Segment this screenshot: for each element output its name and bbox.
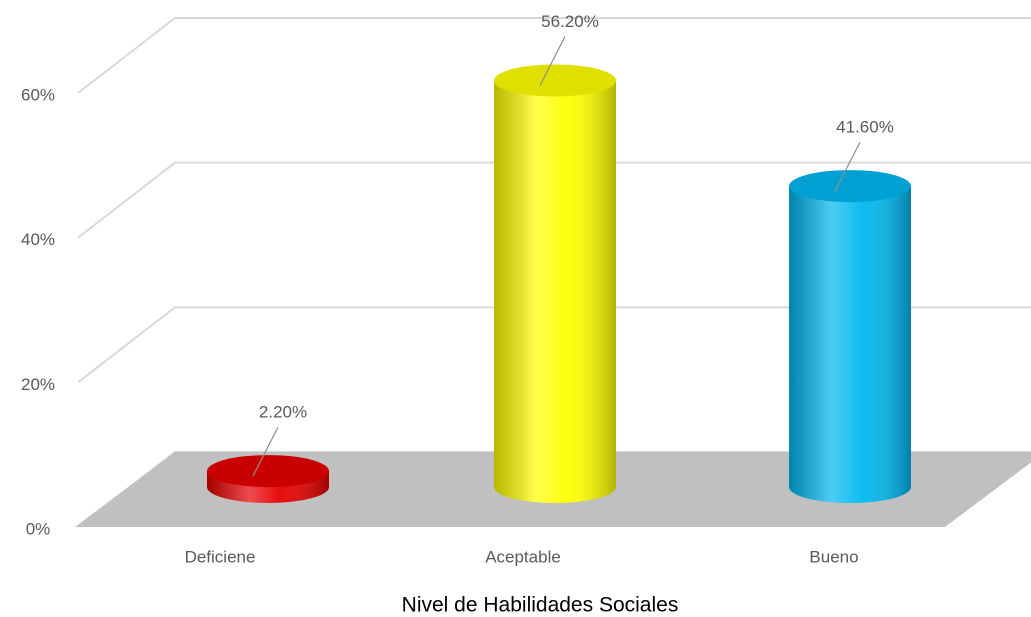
bar-shade [494,80,616,503]
x-tick-label: Bueno [809,547,858,566]
bar-shade [789,186,911,504]
bar [207,455,329,503]
grid-line [77,306,1031,384]
leader-line [252,426,279,477]
bar-top-shade [494,64,616,97]
y-tick-label: 60% [21,85,55,104]
x-axis-title: Nivel de Habilidades Sociales [402,594,679,617]
x-tick-label: Deficiene [185,547,256,566]
bars: 2.20% 56.20% 41.60% [207,12,911,504]
bar-top [789,170,911,203]
data-label: 2.20% [259,403,307,422]
y-tick-label: 0% [26,519,51,538]
y-tick-label: 20% [21,375,55,394]
leader-line [834,141,861,192]
grid-line [77,161,1031,239]
bar-top [207,455,329,488]
bar-top [494,64,616,97]
bar [789,170,911,504]
data-label: 56.20% [541,12,599,31]
bar-top-shade [207,455,329,488]
x-tick-label: Aceptable [485,547,561,566]
data-label: 41.60% [836,118,894,137]
leader-line [539,36,566,86]
bar [494,64,616,503]
grid-line [77,17,1031,94]
bar-top-shade [789,170,911,203]
y-tick-label: 40% [21,230,55,249]
